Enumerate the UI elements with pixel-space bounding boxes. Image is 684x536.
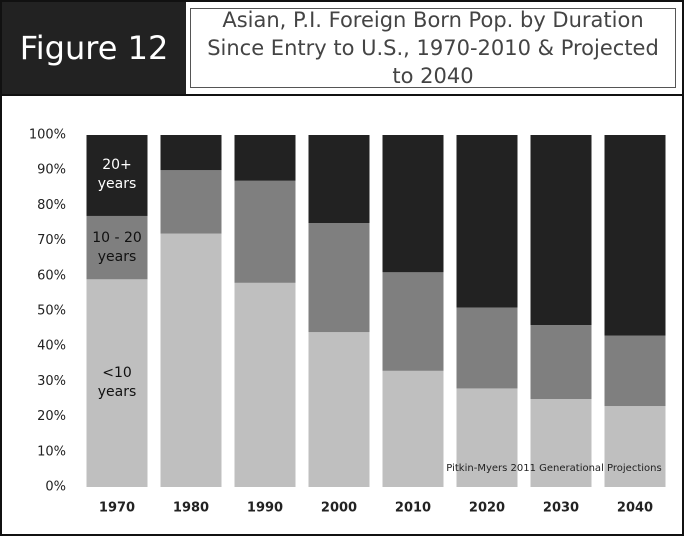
x-tick-label: 1990 (247, 501, 283, 516)
y-tick-label: 90% (37, 163, 66, 178)
bar-segment (160, 233, 222, 487)
y-tick-label: 70% (37, 233, 66, 248)
y-tick-label: 40% (37, 339, 66, 354)
x-tick-label: 2040 (617, 501, 653, 516)
bar-segment (234, 135, 296, 181)
bar-segment (456, 135, 518, 308)
series-label: 20+ years (97, 157, 137, 193)
x-tick-label: 2010 (395, 501, 431, 516)
bar-segment (308, 135, 370, 223)
bar-segment (382, 135, 444, 273)
bar-segment (604, 406, 666, 487)
separator (2, 94, 682, 96)
y-tick-label: 30% (37, 374, 66, 389)
bar-segment (604, 135, 666, 336)
bar-segment (530, 325, 592, 399)
y-tick-label: 10% (37, 444, 66, 459)
x-tick-label: 2000 (321, 501, 357, 516)
y-tick-label: 60% (37, 268, 66, 283)
bar-segment (530, 399, 592, 487)
y-tick-label: 80% (37, 198, 66, 213)
x-tick-label: 1970 (99, 501, 135, 516)
bar-segment (160, 170, 222, 234)
bar-segment (86, 279, 148, 487)
bar-segment (86, 215, 148, 280)
x-tick-label: 1980 (173, 501, 209, 516)
chart-title: Asian, P.I. Foreign Born Pop. by Duratio… (190, 8, 676, 88)
bar-segment (86, 135, 148, 216)
bar-segment (160, 135, 222, 171)
bar-segment (382, 272, 444, 371)
bar-segment (382, 370, 444, 487)
bar-segment (456, 388, 518, 487)
bar-segment (234, 282, 296, 487)
bar-segment (234, 180, 296, 283)
y-tick-label: 50% (37, 304, 66, 319)
x-tick-label: 2030 (543, 501, 579, 516)
y-tick-label: 20% (37, 409, 66, 424)
bar-segment (308, 332, 370, 487)
y-tick-label: 100% (29, 128, 66, 143)
bar-segment (604, 335, 666, 407)
series-label: 10 - 20 years (92, 229, 142, 265)
figure-label: Figure 12 (2, 2, 186, 94)
annotation: Pitkin-Myers 2011 Generational Projectio… (446, 463, 661, 474)
bar-segment (308, 223, 370, 333)
bar-segment (530, 135, 592, 326)
x-tick-label: 2020 (469, 501, 505, 516)
series-label: <10 years (97, 365, 137, 401)
bar-segment (456, 307, 518, 389)
y-tick-label: 0% (45, 480, 66, 495)
